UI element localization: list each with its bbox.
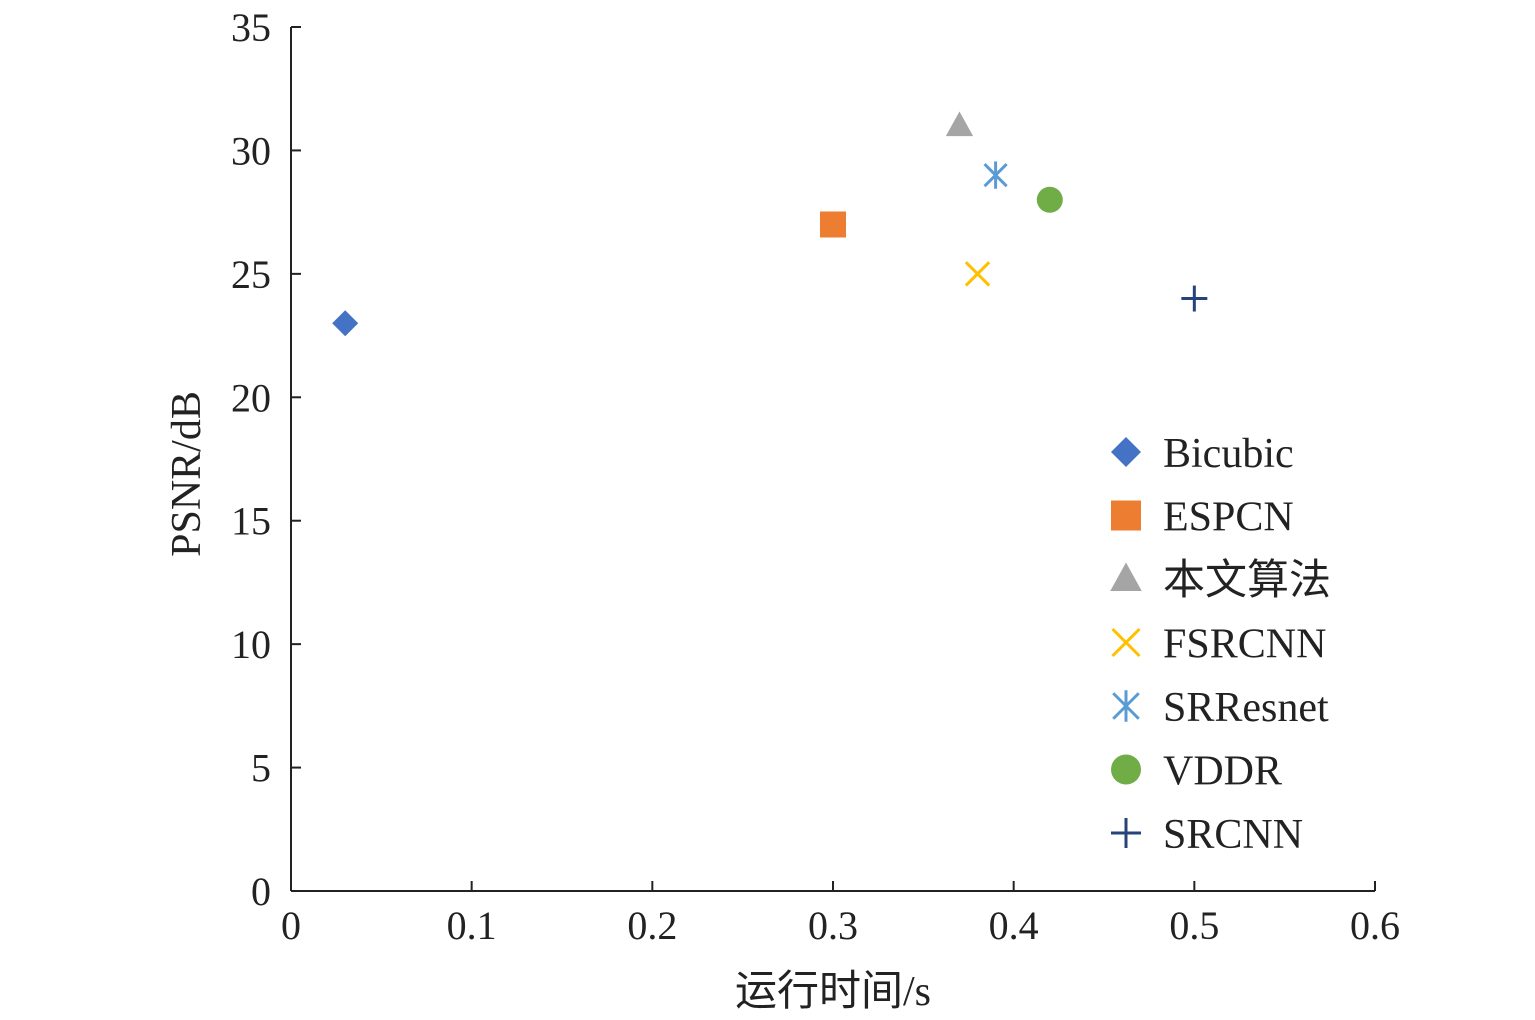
y-axis-title: PSNR/dB bbox=[164, 391, 210, 557]
legend-label-vddr: VDDR bbox=[1163, 749, 1282, 795]
y-tick-label: 0 bbox=[251, 869, 271, 914]
legend-marker-proposed-method bbox=[1110, 562, 1142, 591]
data-point-bicubic bbox=[332, 310, 359, 337]
legend: Bicubic ESPCN 本文算法 FSRCNN SRResnet VDDR SRCNN bbox=[1110, 431, 1331, 858]
legend-marker-fsrcnn bbox=[1111, 627, 1141, 658]
data-point-espcn bbox=[820, 211, 846, 238]
x-tick-label: 0.4 bbox=[989, 903, 1039, 948]
y-tick-label: 10 bbox=[231, 622, 271, 667]
data-point-proposed-method bbox=[945, 111, 974, 137]
y-ticks: 0 5 10 15 20 25 30 35 bbox=[231, 5, 301, 914]
legend-marker-srcnn bbox=[1111, 818, 1141, 848]
legend-label-srcnn: SRCNN bbox=[1163, 812, 1303, 858]
y-tick-label: 30 bbox=[231, 128, 271, 173]
data-point-srcnn bbox=[1181, 285, 1208, 312]
data-points bbox=[332, 111, 1208, 337]
legend-label-bicubic: Bicubic bbox=[1163, 431, 1294, 477]
y-tick-label: 35 bbox=[231, 5, 271, 50]
legend-marker-vddr bbox=[1111, 754, 1141, 785]
y-tick-label: 20 bbox=[231, 375, 271, 420]
legend-marker-srresnet bbox=[1112, 690, 1140, 722]
legend-label-espcn: ESPCN bbox=[1163, 495, 1294, 541]
x-tick-label: 0.1 bbox=[447, 903, 497, 948]
legend-marker-espcn bbox=[1111, 500, 1141, 531]
x-tick-label: 0.5 bbox=[1169, 903, 1219, 948]
data-point-fsrcnn bbox=[964, 261, 991, 287]
legend-label-proposed-method: 本文算法 bbox=[1163, 557, 1331, 604]
y-tick-label: 25 bbox=[231, 252, 271, 297]
data-point-vddr bbox=[1036, 186, 1063, 213]
x-tick-label: 0.2 bbox=[627, 903, 677, 948]
x-tick-label: 0.3 bbox=[808, 903, 858, 948]
x-ticks: 0 0.1 0.2 0.3 0.4 0.5 0.6 bbox=[281, 881, 1400, 948]
x-tick-label: 0.6 bbox=[1350, 903, 1400, 948]
x-tick-label: 0 bbox=[281, 903, 301, 948]
x-axis-title: 运行时间/s bbox=[735, 969, 931, 1015]
y-tick-label: 15 bbox=[231, 499, 271, 544]
y-tick-label: 5 bbox=[251, 746, 271, 791]
legend-marker-bicubic bbox=[1111, 437, 1141, 467]
legend-label-fsrcnn: FSRCNN bbox=[1163, 622, 1326, 668]
data-point-srresnet bbox=[983, 161, 1008, 189]
legend-label-srresnet: SRResnet bbox=[1163, 685, 1329, 731]
